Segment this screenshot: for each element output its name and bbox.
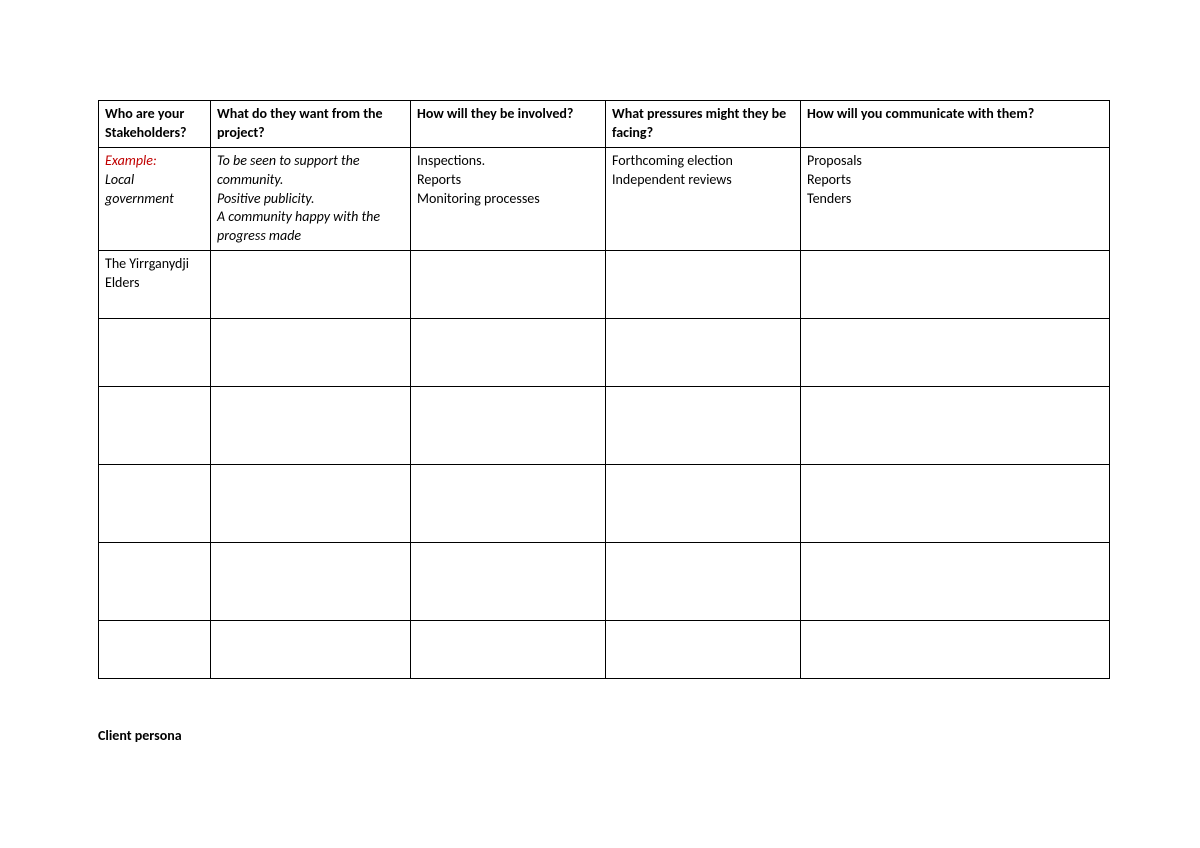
header-want: What do they want from the project? (211, 101, 411, 148)
client-persona-heading: Client persona (98, 727, 1110, 744)
header-pressures: What pressures might they be facing? (606, 101, 801, 148)
header-stakeholders: Who are your Stakeholders? (99, 101, 211, 148)
header-involved: How will they be involved? (411, 101, 606, 148)
cell-involved (411, 543, 606, 621)
cell-want (211, 465, 411, 543)
table-row (99, 319, 1110, 387)
example-stakeholder-cell: Example: Local government (99, 147, 211, 250)
cell-stakeholder (99, 387, 211, 465)
example-want: To be seen to support the community.Posi… (211, 147, 411, 250)
example-involved: Inspections.ReportsMonitoring processes (411, 147, 606, 250)
header-communicate: How will you communicate with them? (801, 101, 1110, 148)
example-stakeholder: Local government (105, 171, 174, 207)
example-pressures: Forthcoming electionIndependent reviews (606, 147, 801, 250)
cell-involved (411, 251, 606, 319)
cell-involved (411, 387, 606, 465)
cell-communicate (801, 387, 1110, 465)
cell-stakeholder: The Yirrganydji Elders (99, 251, 211, 319)
cell-stakeholder (99, 543, 211, 621)
cell-stakeholder (99, 621, 211, 679)
table-row (99, 387, 1110, 465)
cell-communicate (801, 621, 1110, 679)
cell-communicate (801, 543, 1110, 621)
table-row (99, 465, 1110, 543)
cell-want (211, 251, 411, 319)
cell-communicate (801, 251, 1110, 319)
cell-pressures (606, 465, 801, 543)
table-header-row: Who are your Stakeholders? What do they … (99, 101, 1110, 148)
table-row: The Yirrganydji Elders (99, 251, 1110, 319)
cell-communicate (801, 465, 1110, 543)
example-row: Example: Local government To be seen to … (99, 147, 1110, 250)
table-row (99, 621, 1110, 679)
cell-want (211, 319, 411, 387)
cell-want (211, 543, 411, 621)
cell-pressures (606, 319, 801, 387)
cell-pressures (606, 251, 801, 319)
cell-pressures (606, 621, 801, 679)
table-row (99, 543, 1110, 621)
example-label: Example: (105, 152, 157, 169)
cell-want (211, 621, 411, 679)
cell-pressures (606, 543, 801, 621)
cell-stakeholder (99, 465, 211, 543)
stakeholder-table: Who are your Stakeholders? What do they … (98, 100, 1110, 679)
cell-involved (411, 319, 606, 387)
cell-involved (411, 465, 606, 543)
cell-want (211, 387, 411, 465)
example-communicate: ProposalsReportsTenders (801, 147, 1110, 250)
cell-pressures (606, 387, 801, 465)
cell-communicate (801, 319, 1110, 387)
cell-stakeholder (99, 319, 211, 387)
cell-involved (411, 621, 606, 679)
